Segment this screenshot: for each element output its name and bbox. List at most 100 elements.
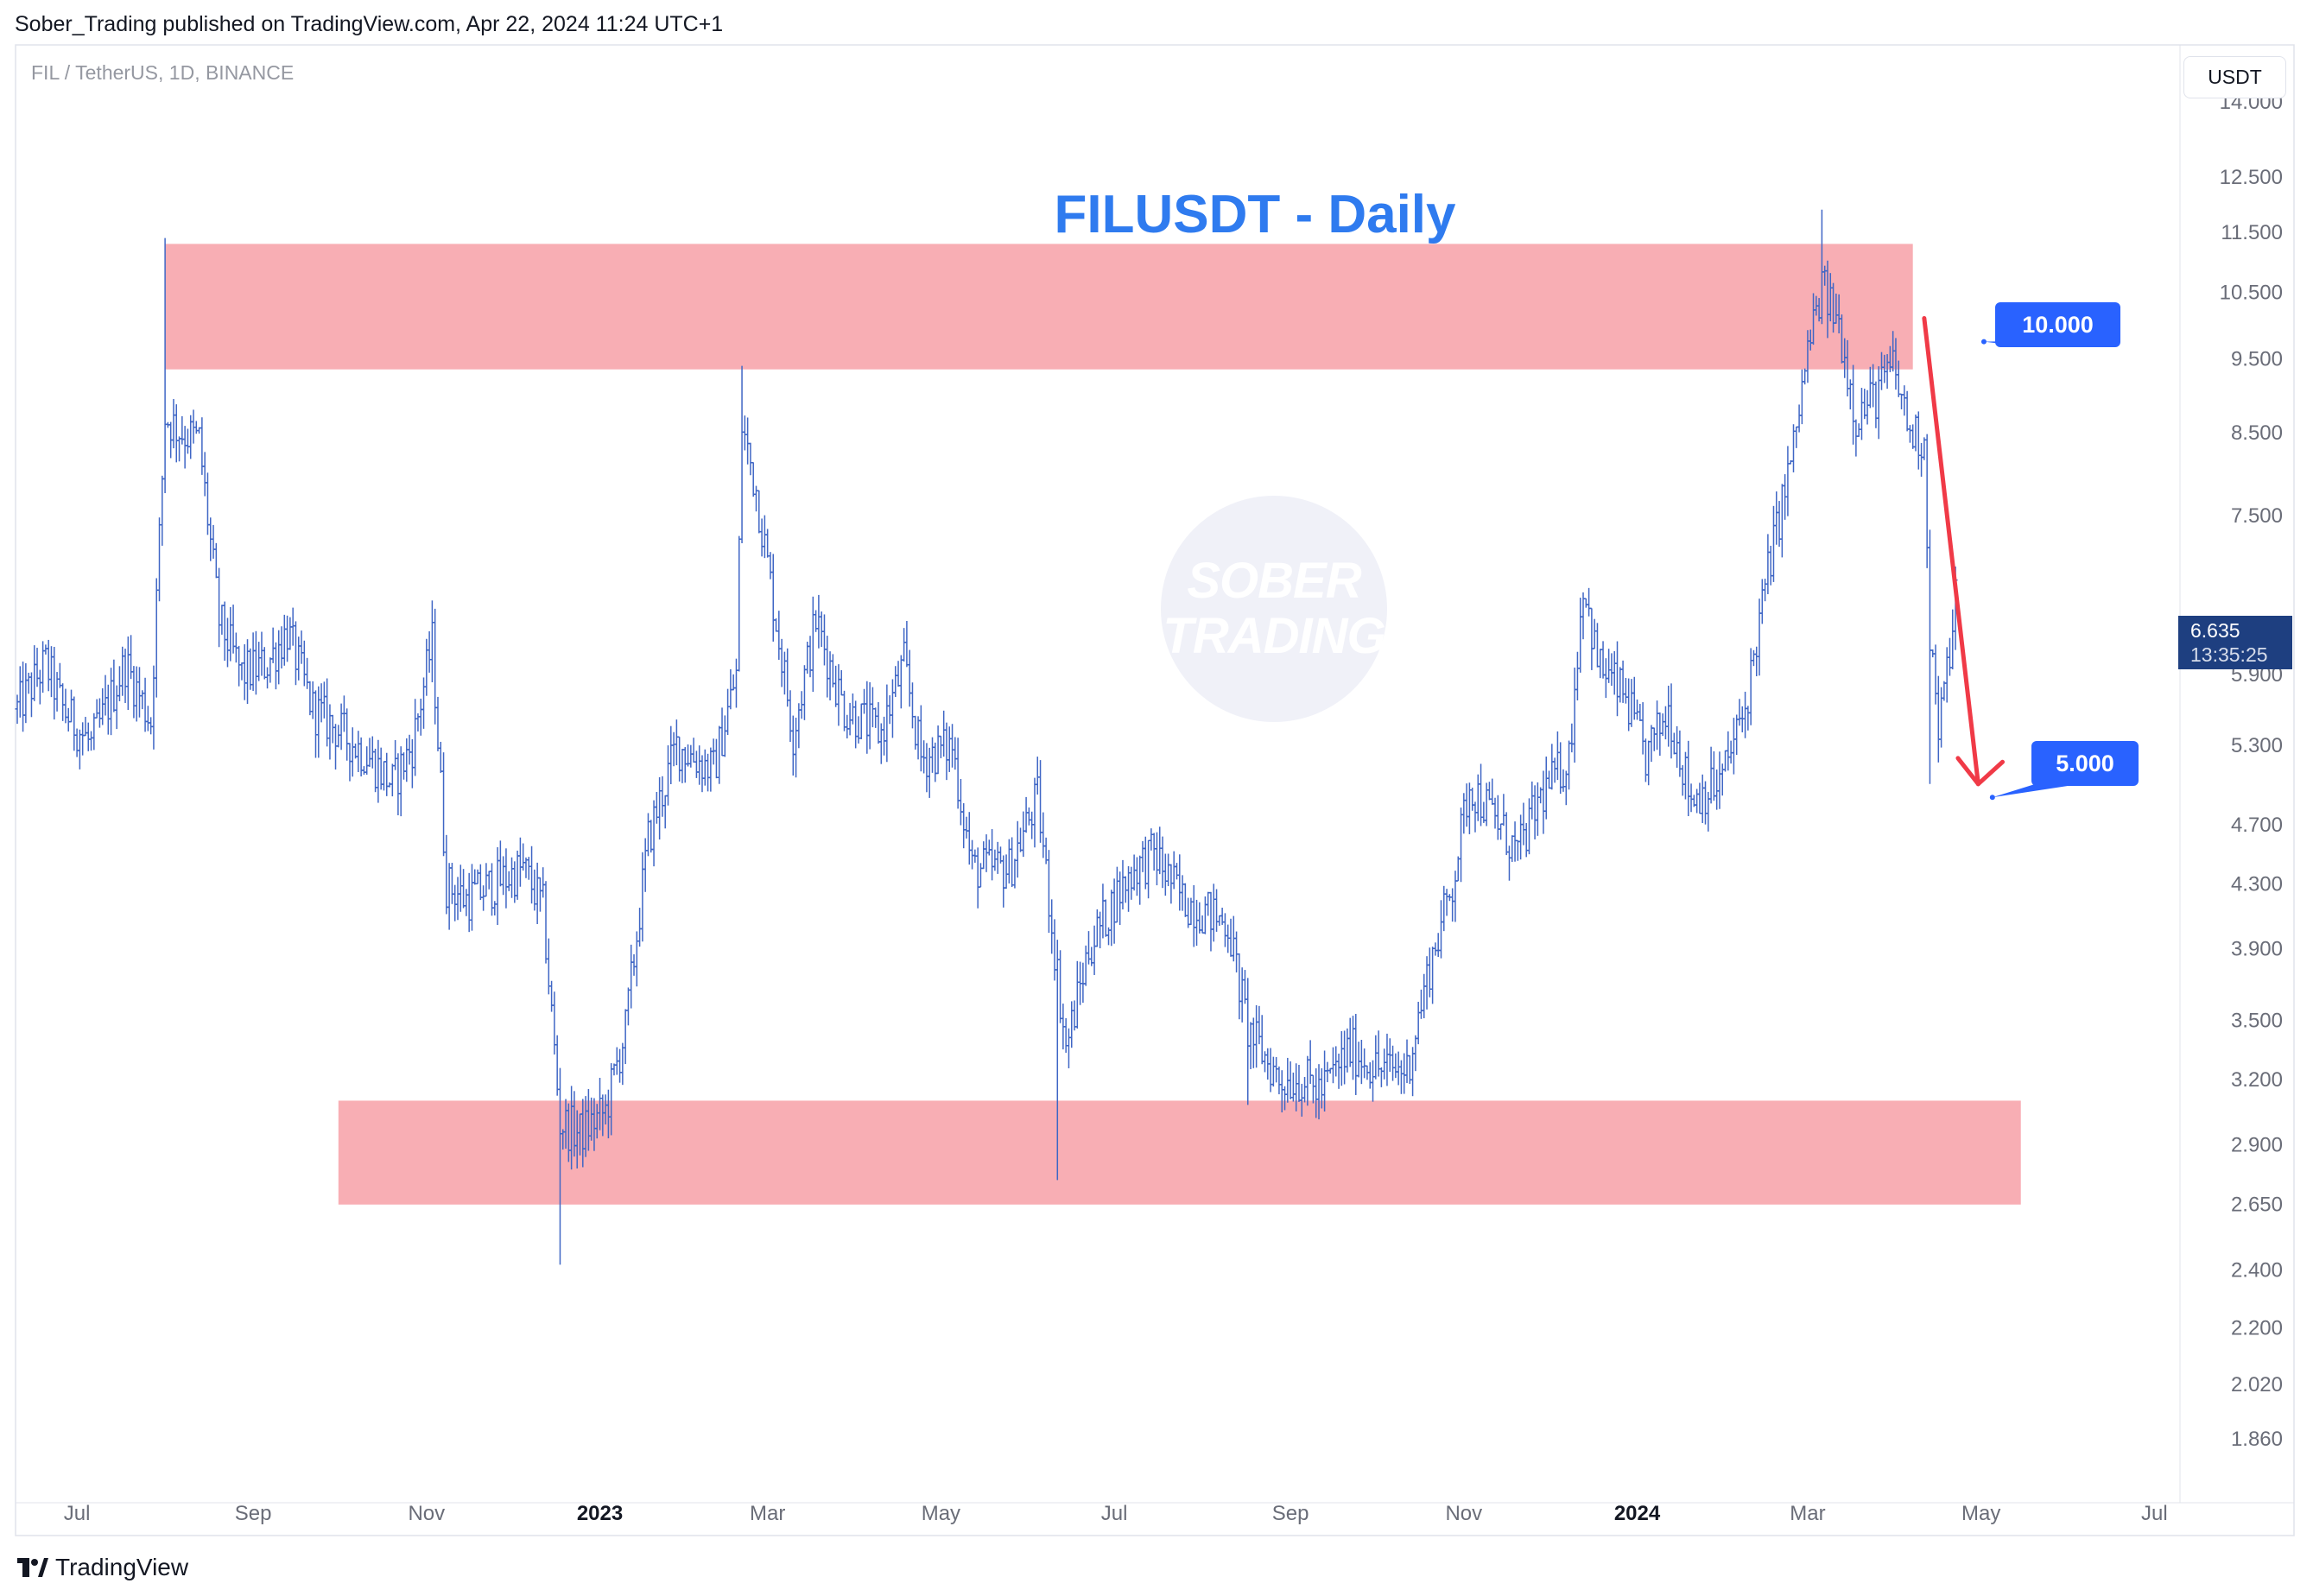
ohlc-bar [1703, 781, 1708, 825]
ohlc-bar [1657, 712, 1663, 757]
ohlc-bar [97, 698, 102, 728]
ohlc-bar [986, 839, 992, 856]
ohlc-bar [1186, 897, 1191, 928]
ohlc-bar [623, 1009, 628, 1065]
currency-button[interactable]: USDT [2183, 56, 2286, 98]
ohlc-bar [842, 690, 847, 732]
symbol-info[interactable]: FIL / TetherUS, 1D, BINANCE [31, 61, 295, 84]
callout-lower-target[interactable]: 5.000 [2031, 741, 2139, 786]
ohlc-bar [1717, 751, 1722, 809]
ohlc-bar [1100, 884, 1106, 939]
ohlc-bar [970, 839, 975, 870]
ohlc-bar [981, 841, 986, 870]
ohlc-bar [74, 728, 79, 757]
price-axis-label: 5.300 [2231, 734, 2283, 757]
ohlc-bar [1854, 419, 1859, 457]
ohlc-bar [1543, 757, 1549, 820]
ohlc-bar [1598, 649, 1603, 679]
ohlc-bar [63, 688, 68, 724]
ohlc-bar [17, 666, 22, 718]
ohlc-bar [1129, 866, 1134, 900]
tradingview-logo[interactable]: TradingView [17, 1553, 188, 1582]
ohlc-bar [779, 638, 784, 687]
ohlc-bar [1035, 757, 1040, 795]
ohlc-bar [688, 744, 694, 768]
ohlc-bar [1396, 1051, 1401, 1086]
callout-upper-target[interactable]: 10.000 [1995, 302, 2120, 347]
price-axis-label: 2.200 [2231, 1316, 2283, 1340]
price-axis-label: 10.500 [2220, 282, 2283, 305]
ohlc-bar [356, 731, 361, 773]
ohlc-bar [35, 648, 40, 687]
ohlc-bar [1012, 858, 1017, 889]
ohlc-bar [418, 698, 423, 736]
ohlc-bar [1410, 1047, 1416, 1097]
ohlc-bar [1296, 1064, 1302, 1102]
ohlc-bar [117, 666, 122, 701]
ohlc-bar [1416, 1001, 1421, 1045]
ohlc-bar [1862, 389, 1867, 420]
ohlc-bar [694, 750, 699, 778]
ohlc-bar [265, 667, 270, 689]
price-axis-label: 3.900 [2231, 937, 2283, 960]
ohlc-bar [407, 734, 412, 765]
ohlc-bar [66, 707, 71, 732]
ohlc-bar [620, 1042, 625, 1086]
ohlc-bar [1748, 648, 1753, 725]
ohlc-bar [1098, 911, 1103, 949]
ohlc-bar [1143, 836, 1148, 890]
ohlc-bar [475, 869, 480, 885]
ohlc-bar [1237, 953, 1242, 1020]
ohlc-bar [1052, 919, 1057, 981]
ohlc-bar [1271, 1056, 1276, 1087]
ohlc-bar [697, 745, 702, 785]
ohlc-bar [1444, 889, 1449, 916]
ohlc-bar [1450, 888, 1455, 922]
ohlc-bar [245, 639, 250, 705]
ohlc-bar [762, 515, 767, 559]
ohlc-bar [381, 761, 386, 791]
ohlc-bar [1575, 651, 1580, 701]
ohlc-bar [1177, 854, 1182, 911]
ohlc-bar [1865, 390, 1870, 425]
ohlc-bar [543, 881, 548, 964]
ohlc-bar [1023, 796, 1029, 833]
time-axis-label: Jul [64, 1502, 91, 1525]
ohlc-bar [435, 696, 440, 751]
ohlc-bar [808, 636, 813, 678]
ohlc-bar [1371, 1060, 1376, 1102]
ohlc-bar [759, 518, 764, 557]
watermark-line-1: SOBER [1187, 553, 1361, 609]
ohlc-bar [830, 654, 835, 687]
ohlc-bar [1504, 812, 1509, 856]
ohlc-bar [935, 725, 941, 775]
ohlc-bar [1092, 925, 1097, 975]
ohlc-bar [961, 803, 966, 849]
ohlc-bar [211, 524, 216, 559]
chart-frame [15, 44, 2295, 1536]
ohlc-bar [472, 869, 478, 885]
ohlc-bar [1646, 740, 1651, 786]
ohlc-bar [205, 472, 210, 535]
ohlc-bar [506, 871, 511, 891]
ohlc-bar [401, 752, 406, 780]
ohlc-bar [1308, 1040, 1313, 1084]
time-axis-label: Nov [1445, 1502, 1482, 1525]
ohlc-bar [1157, 826, 1163, 875]
ohlc-bar [1726, 731, 1731, 771]
ohlc-bar [1114, 866, 1119, 923]
ohlc-bar [1413, 1035, 1418, 1072]
ohlc-bar [1555, 731, 1560, 781]
ohlc-bar [1038, 760, 1043, 843]
price-axis-label: 2.650 [2231, 1194, 2283, 1217]
ohlc-bar [89, 731, 94, 751]
ohlc-bar [1385, 1033, 1390, 1086]
ohlc-bar [481, 885, 486, 911]
ohlc-bar [1720, 763, 1725, 796]
ohlc-bar [273, 642, 278, 690]
ohlc-bar [515, 850, 520, 900]
ohlc-bar [873, 707, 878, 728]
ohlc-bar [1473, 801, 1478, 833]
ohlc-bar [1140, 841, 1145, 872]
